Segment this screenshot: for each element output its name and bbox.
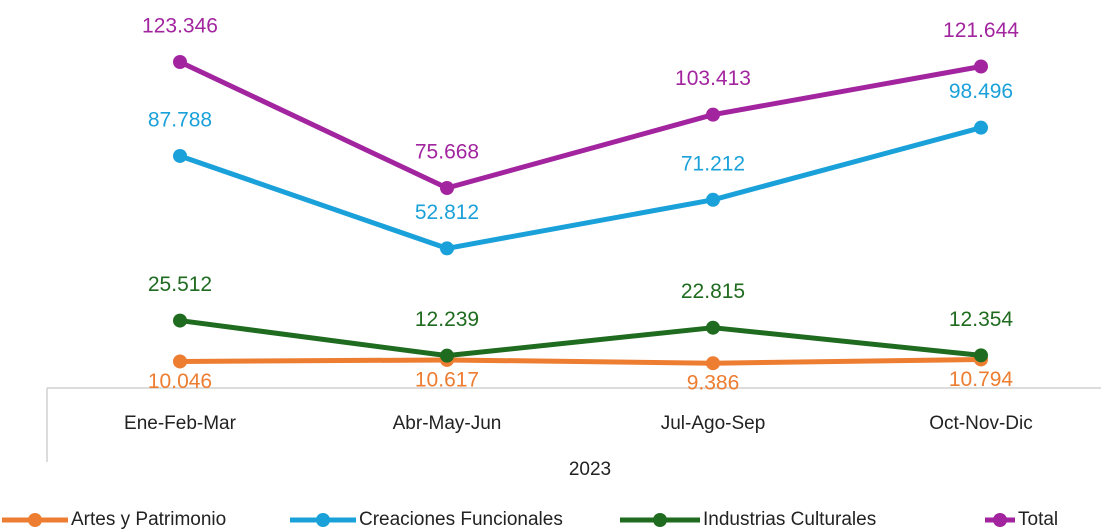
series-line — [179, 125, 982, 251]
data-point — [706, 107, 720, 122]
data-label: 10.617 — [415, 368, 479, 391]
data-label: 10.046 — [148, 370, 212, 393]
data-label: 103.413 — [675, 67, 751, 90]
x-axis-label: 2023 — [569, 459, 611, 480]
x-tick-label: Jul-Ago-Sep — [661, 413, 766, 434]
data-point — [173, 55, 187, 69]
data-point — [173, 354, 187, 369]
legend-marker — [993, 513, 1007, 527]
data-label: 87.788 — [148, 109, 212, 132]
legend-label: Artes y Patrimonio — [71, 509, 226, 530]
x-tick-label: Abr-May-Jun — [393, 413, 502, 434]
data-label: 98.496 — [949, 80, 1013, 103]
data-point — [974, 120, 988, 135]
series-line — [179, 318, 982, 359]
data-label: 75.668 — [415, 141, 479, 164]
data-label: 22.815 — [681, 280, 745, 303]
data-point — [706, 192, 720, 207]
series-line — [178, 59, 982, 191]
series-line — [179, 356, 982, 366]
data-point — [974, 59, 988, 74]
data-point — [706, 320, 720, 335]
legend-label: Industrias Culturales — [703, 509, 876, 530]
data-label: 25.512 — [148, 273, 212, 296]
data-point — [440, 241, 454, 256]
data-point — [173, 313, 187, 328]
data-label: 10.794 — [949, 368, 1014, 391]
legend-label: Creaciones Funcionales — [359, 509, 563, 530]
x-tick-label: Oct-Nov-Dic — [929, 413, 1032, 434]
data-point — [706, 356, 720, 371]
legend-label: Total — [1018, 509, 1058, 530]
data-label: 52.812 — [415, 201, 479, 224]
data-label: 121.644 — [943, 19, 1019, 42]
data-point — [440, 348, 454, 363]
legend-marker — [316, 513, 330, 527]
legend-marker — [28, 513, 42, 527]
data-label: 12.354 — [949, 308, 1014, 331]
data-point — [173, 148, 187, 163]
data-label: 9.386 — [687, 372, 740, 395]
data-point — [440, 181, 454, 196]
data-label: 123.346 — [142, 15, 218, 38]
data-label: 12.239 — [415, 308, 479, 331]
legend-marker — [653, 513, 667, 527]
data-label: 71.212 — [681, 152, 745, 175]
x-tick-label: Ene-Feb-Mar — [124, 413, 237, 434]
data-point — [974, 348, 988, 363]
